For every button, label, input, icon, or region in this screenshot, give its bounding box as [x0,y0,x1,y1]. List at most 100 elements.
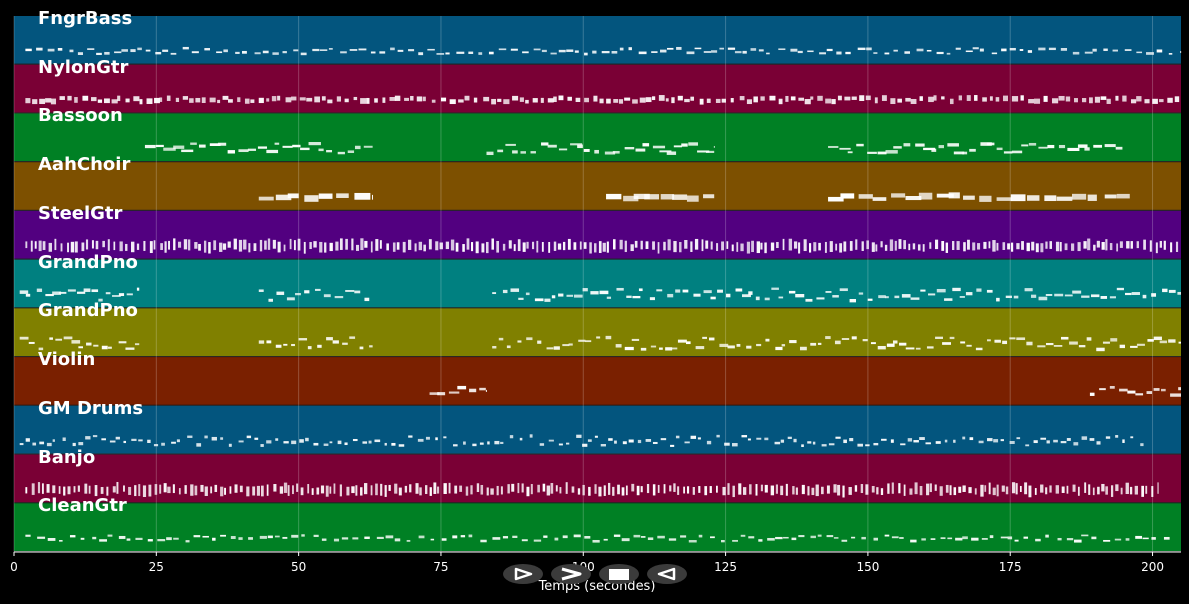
note-mark [266,340,272,344]
note-mark [748,291,753,295]
note-mark [299,439,304,443]
note-mark [337,151,345,155]
note-mark [1074,98,1078,103]
note-mark [834,340,841,345]
note-mark [491,238,494,250]
note-mark [530,484,533,495]
note-mark [36,47,43,51]
note-mark [34,241,37,249]
note-mark [640,486,643,493]
note-mark [91,240,94,249]
note-mark [1134,485,1138,495]
note-mark [391,442,396,446]
forward-button[interactable] [551,564,591,584]
note-mark [1115,146,1123,150]
note-mark [624,147,635,150]
note-mark [934,484,937,491]
note-mark [837,95,842,101]
rewind-button[interactable] [647,564,687,584]
note-mark [354,145,361,150]
note-mark [719,47,725,50]
note-mark [787,436,792,439]
note-mark [189,98,194,103]
note-mark [540,97,544,103]
note-mark [672,194,688,200]
note-mark [509,435,514,439]
note-mark [48,242,52,252]
note-mark [379,240,382,249]
note-mark [670,444,675,447]
note-mark [550,483,554,494]
note-mark [953,151,965,155]
note-mark [577,488,581,495]
note-mark [881,95,887,101]
note-mark [537,340,542,344]
note-mark [76,291,86,294]
note-mark [379,51,386,54]
note-mark [60,243,63,252]
note-mark [80,537,85,540]
note-mark [644,194,660,200]
note-mark [782,238,785,251]
note-mark [203,240,207,253]
note-mark [157,539,166,542]
note-mark [113,241,116,251]
note-mark [1140,443,1144,447]
note-mark [19,290,29,294]
note-mark [1059,242,1062,252]
note-mark [78,346,83,349]
note-mark [553,241,557,251]
note-mark [980,142,992,146]
note-mark [462,244,465,252]
stop-button[interactable] [599,564,639,584]
note-mark [842,485,845,498]
note-mark [91,289,99,293]
note-mark [25,241,28,249]
note-mark [705,240,709,249]
note-mark [760,484,763,492]
note-mark [1144,99,1150,104]
note-mark [1100,296,1108,299]
note-mark [93,344,99,347]
note-mark [233,238,237,250]
note-mark [1170,242,1173,253]
note-mark [486,487,489,496]
note-mark [849,241,853,251]
note-mark [313,442,319,446]
note-mark [684,239,688,249]
note-mark [1045,534,1049,538]
note-mark [1038,146,1048,149]
note-mark [935,336,944,339]
note-mark [780,439,785,443]
note-mark [460,535,466,538]
note-mark [1089,438,1095,441]
note-mark [332,340,339,344]
note-mark [916,48,924,52]
note-mark [238,239,243,252]
note-mark [741,294,751,298]
note-mark [526,337,533,341]
note-mark [228,99,233,103]
note-mark [437,486,440,494]
note-mark [1159,99,1164,103]
note-mark [267,535,273,539]
note-mark [408,49,415,52]
note-mark [992,240,996,252]
note-mark [91,97,97,102]
play-button[interactable] [503,564,543,584]
note-mark [847,151,853,154]
note-mark [1001,48,1007,52]
note-mark [815,484,819,497]
note-mark [677,486,680,495]
note-mark [1122,439,1125,443]
note-mark [1047,144,1055,149]
note-mark [1087,194,1097,201]
note-mark [410,95,414,101]
note-mark [408,435,413,438]
note-mark [537,484,540,493]
note-mark [471,242,474,252]
note-mark [775,484,778,494]
note-mark [962,151,968,155]
note-mark [719,343,729,348]
note-mark [994,339,1001,343]
